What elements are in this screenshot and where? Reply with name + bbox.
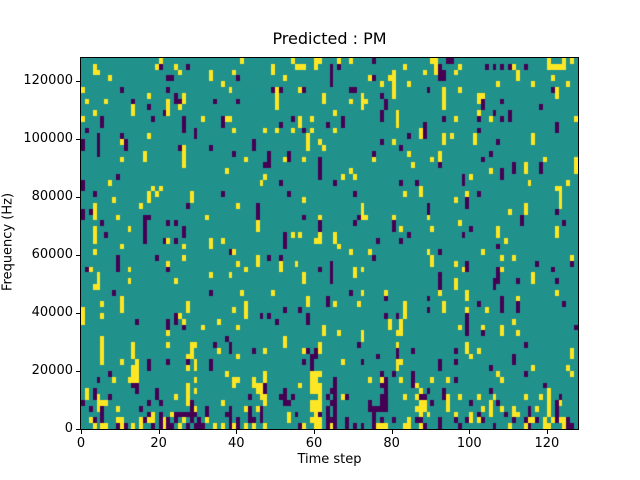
x-tick-label: 120 xyxy=(534,436,560,451)
y-tick-label: 40000 xyxy=(31,305,73,321)
y-tick-mark xyxy=(76,313,80,315)
y-axis-label: Frequency (Hz) xyxy=(0,192,16,292)
y-tick-mark xyxy=(76,139,80,141)
x-tick-label: 60 xyxy=(305,436,323,451)
y-tick-mark xyxy=(76,255,80,257)
x-tick-label: 100 xyxy=(456,436,482,451)
x-tick-mark xyxy=(469,430,471,434)
chart-title: Predicted : PM xyxy=(272,29,387,48)
y-tick-mark xyxy=(76,81,80,83)
heatmap-canvas xyxy=(80,57,579,430)
x-tick-mark xyxy=(236,430,238,434)
y-tick-mark xyxy=(76,429,80,430)
x-tick-label: 20 xyxy=(150,436,167,451)
y-tick-label: 60000 xyxy=(31,247,73,263)
y-tick-label: 120000 xyxy=(23,73,73,89)
x-tick-label: 80 xyxy=(383,436,400,451)
x-tick-mark xyxy=(313,430,315,434)
x-tick-mark xyxy=(81,430,82,434)
y-tick-label: 80000 xyxy=(31,189,73,205)
x-tick-mark xyxy=(546,430,548,434)
x-axis-label: Time step xyxy=(297,452,362,467)
y-tick-label: 0 xyxy=(64,421,73,436)
y-tick-mark xyxy=(76,371,80,373)
x-tick-mark xyxy=(158,430,160,434)
y-tick-mark xyxy=(76,197,80,199)
y-tick-label: 100000 xyxy=(23,131,73,147)
y-tick-label: 20000 xyxy=(31,363,73,379)
x-tick-label: 40 xyxy=(228,436,245,451)
x-tick-label: 0 xyxy=(76,436,86,451)
x-tick-mark xyxy=(391,430,393,434)
